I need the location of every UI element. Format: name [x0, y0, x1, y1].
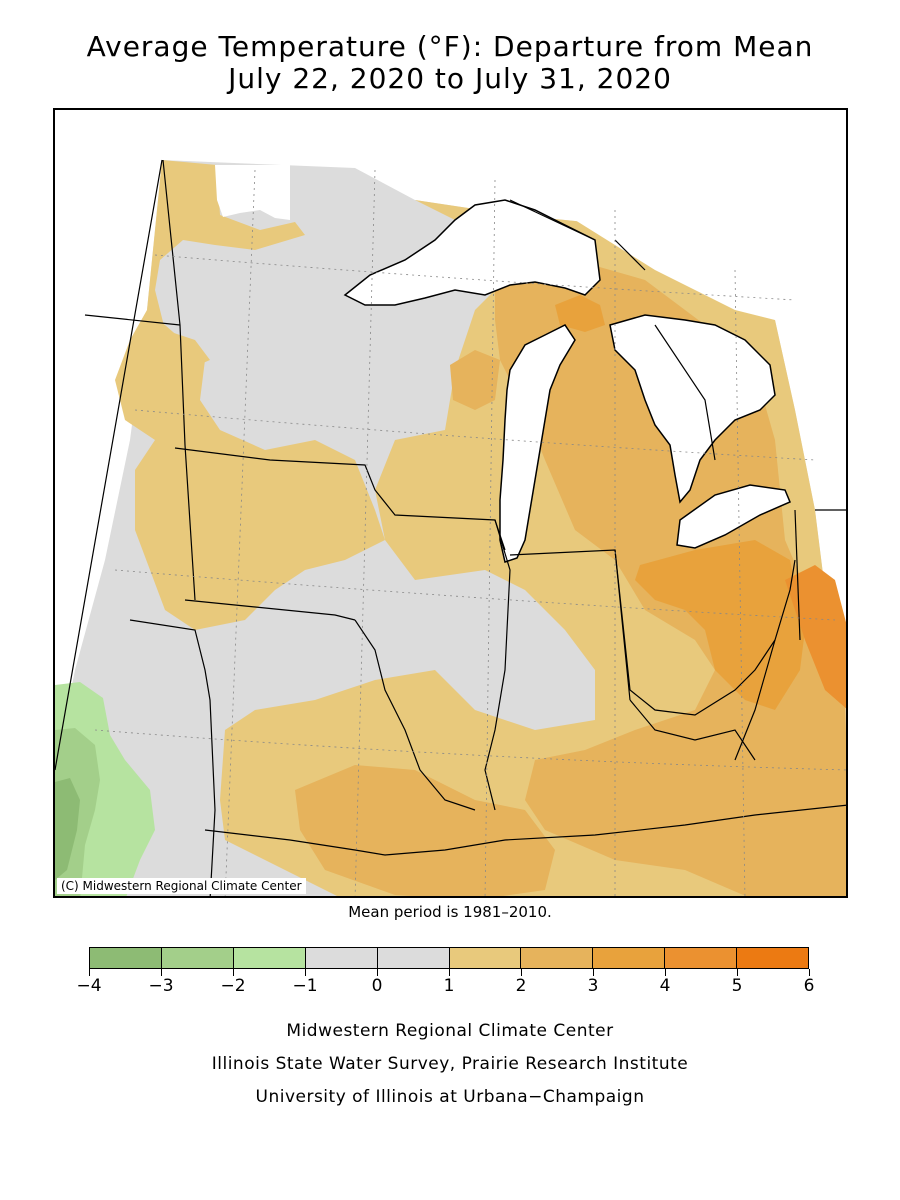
legend-swatch [377, 948, 450, 968]
legend-swatch [305, 948, 378, 968]
credit-uiuc: University of Illinois at Urbana−Champai… [255, 1087, 645, 1107]
color-legend [89, 947, 809, 969]
legend-tick [377, 969, 378, 976]
legend-tick [89, 969, 90, 976]
contour-minus4-minus3 [55, 778, 80, 880]
legend-tick-label: 3 [587, 976, 599, 996]
lake-of-the-woods [215, 165, 290, 220]
legend-tick [665, 969, 666, 976]
copyright-label: (C) Midwestern Regional Climate Center [57, 878, 306, 894]
legend-tick-label: −4 [76, 976, 102, 996]
legend-tick-label: 4 [659, 976, 671, 996]
legend-tick-label: 2 [515, 976, 527, 996]
legend-tick-label: 1 [443, 976, 455, 996]
legend-swatch [665, 948, 738, 968]
contour-3-4-ohio [635, 540, 805, 710]
legend-swatch [449, 948, 522, 968]
legend-tick [233, 969, 234, 976]
legend-tick-label: 0 [371, 976, 383, 996]
contour-1-2-northwest [147, 160, 305, 380]
map-title-line2: July 22, 2020 to July 31, 2020 [228, 62, 672, 95]
mean-period-note: Mean period is 1981–2010. [348, 903, 552, 921]
lake-huron [609, 314, 776, 504]
credit-isws: Illinois State Water Survey, Prairie Res… [211, 1054, 689, 1074]
legend-tick [593, 969, 594, 976]
legend-tick-label: 5 [731, 976, 743, 996]
legend-swatch [233, 948, 306, 968]
lake-michigan [499, 324, 576, 563]
legend-tick [809, 969, 810, 976]
legend-tick [161, 969, 162, 976]
state-boundaries [84, 159, 846, 896]
legend-tick-label: −3 [148, 976, 174, 996]
contour-2-3-wisconsin [450, 350, 500, 410]
legend-tick-label: −1 [292, 976, 318, 996]
legend-swatch [737, 948, 809, 968]
temperature-departure-map: (C) Midwestern Regional Climate Center [53, 108, 848, 898]
legend-tick [521, 969, 522, 976]
contour-3-4-upper-michigan [555, 295, 605, 332]
legend-tick [737, 969, 738, 976]
lat-lon-grid [94, 169, 846, 896]
map-canvas [55, 110, 846, 896]
contour-2-3-south [295, 765, 555, 896]
legend-swatch [161, 948, 234, 968]
credit-mrcc: Midwestern Regional Climate Center [286, 1021, 614, 1041]
lake-superior [343, 199, 601, 306]
legend-swatch [90, 948, 162, 968]
legend-tick [305, 969, 306, 976]
legend-swatch [593, 948, 666, 968]
canada-north [355, 110, 846, 320]
contour-4-5-east [785, 565, 846, 709]
map-title-line1: Average Temperature (°F): Departure from… [86, 30, 814, 63]
legend-swatch [521, 948, 594, 968]
legend-tick-label: −2 [220, 976, 246, 996]
legend-tick [449, 969, 450, 976]
legend-tick-label: 6 [803, 976, 815, 996]
lake-erie [676, 484, 791, 549]
